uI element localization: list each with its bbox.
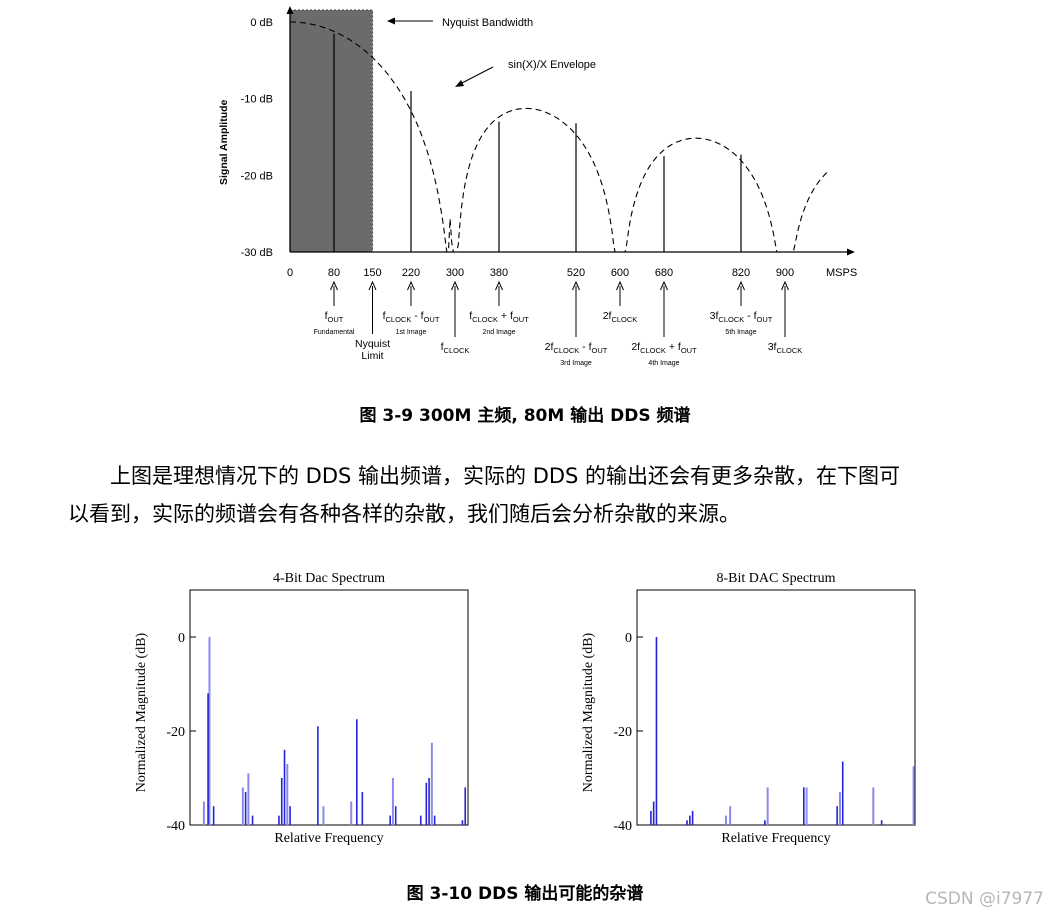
frequency-label: 2fCLOCK (603, 310, 638, 324)
x-tick-label: 300 (446, 267, 464, 279)
envelope-arrow (459, 66, 494, 85)
arrowhead-icon (330, 280, 338, 291)
spectrum-panel: 4-Bit Dac Spectrum Relative Frequency Norm… (134, 571, 469, 845)
y-tick-label: -30 dB (241, 247, 273, 259)
x-tick-label: 0 (287, 267, 293, 279)
sinc-envelope-curve (290, 21, 830, 253)
y-tick-label: 0 (178, 631, 185, 646)
figure-caption-2: 图 3-10 DDS 输出可能的杂谱 (406, 884, 644, 904)
watermark: CSDN @i7977 (925, 889, 1044, 909)
y-tick-label: -10 dB (241, 94, 273, 106)
dds-spectrum-figure: Nyquist Bandwidth sin(X)/X Envelope Sign… (218, 6, 857, 367)
arrowhead-icon (781, 280, 789, 291)
panel-title: 4-Bit Dac Spectrum (273, 571, 385, 586)
x-tick-label: 600 (611, 267, 629, 279)
frequency-label: 2fCLOCK - fOUT (545, 341, 608, 355)
frequency-label: 2fCLOCK + fOUT (631, 341, 697, 355)
y-axis-label: Normalized Magnitude (dB) (581, 632, 596, 792)
arrowhead-icon (737, 280, 745, 291)
x-tick-label: 80 (328, 267, 340, 279)
x-tick-label: 150 (363, 267, 381, 279)
spurious-spectrum-figure: 4-Bit Dac Spectrum Relative Frequency Norm… (134, 571, 916, 845)
arrowhead-icon (616, 280, 624, 291)
arrowhead-icon (387, 17, 395, 25)
panel-title: 8-Bit DAC Spectrum (717, 571, 836, 586)
x-tick-label: 900 (776, 267, 794, 279)
arrowhead-icon (660, 280, 668, 291)
image-note-label: 2nd Image (482, 329, 515, 336)
plot-frame (636, 589, 916, 826)
nyquist-band (289, 9, 373, 253)
nyquist-bandwidth-label: Nyquist Bandwidth (442, 17, 533, 29)
frequency-label: Nyquist Limit (355, 338, 390, 362)
x-tick-label: 820 (732, 267, 750, 279)
arrowhead-icon (368, 280, 377, 291)
arrowhead-icon (451, 280, 459, 291)
x-axis-label: Relative Frequency (274, 831, 383, 845)
x-unit-label: MSPS (826, 267, 857, 279)
y-tick-label: 0 dB (250, 17, 273, 29)
x-axis-label: Relative Frequency (721, 831, 830, 845)
frequency-label: 3fCLOCK - fOUT (710, 310, 773, 324)
y-tick-label: -20 (613, 725, 632, 740)
y-tick-label: -20 (166, 725, 185, 740)
y-tick-label: -40 (613, 819, 632, 834)
x-tick-label: 220 (402, 267, 420, 279)
y-axis-label: Normalized Magnitude (dB) (134, 632, 149, 792)
image-note-label: 5th Image (725, 329, 756, 336)
y-tick-label: -20 dB (241, 170, 273, 182)
arrowhead-icon (455, 80, 464, 87)
frequency-label: fCLOCK + fOUT (469, 310, 529, 324)
frequency-label: 3fCLOCK (768, 341, 803, 355)
image-note-label: Fundamental (314, 329, 355, 336)
frequency-label: fCLOCK - fOUT (383, 310, 440, 324)
arrowhead-icon (407, 280, 415, 291)
y-tick-label: -40 (166, 819, 185, 834)
frequency-label: fOUT (325, 310, 344, 324)
x-tick-label: 380 (490, 267, 508, 279)
y-tick-label: 0 (625, 631, 632, 646)
x-tick-label: 520 (567, 267, 585, 279)
envelope-label: sin(X)/X Envelope (508, 59, 596, 71)
y-axis-label: Signal Amplitude (218, 99, 230, 185)
image-note-label: 1st Image (396, 329, 427, 336)
figure-caption-1: 图 3-9 300M 主频, 80M 输出 DDS 频谱 (359, 406, 691, 426)
body-paragraph: 上图是理想情况下的 DDS 输出频谱，实际的 DDS 的输出还会有更多杂散，在下… (68, 457, 1008, 533)
y-axis-arrow (286, 6, 294, 14)
arrowhead-icon (572, 280, 580, 291)
x-tick-label: 680 (655, 267, 673, 279)
spectrum-panel: 8-Bit DAC Spectrum Relative Frequency Norm… (581, 571, 916, 845)
paragraph-line-1: 上图是理想情况下的 DDS 输出频谱，实际的 DDS 的输出还会有更多杂散，在下… (110, 464, 901, 488)
plot-frame (189, 589, 469, 826)
image-note-label: 4th Image (648, 360, 679, 367)
x-axis-arrow (847, 248, 855, 256)
arrowhead-icon (495, 280, 503, 291)
paragraph-line-2: 以看到，实际的频谱会有各种各样的杂散，我们随后会分析杂散的来源。 (68, 502, 740, 526)
image-note-label: 3rd Image (560, 360, 592, 367)
frequency-label: fCLOCK (441, 341, 470, 355)
